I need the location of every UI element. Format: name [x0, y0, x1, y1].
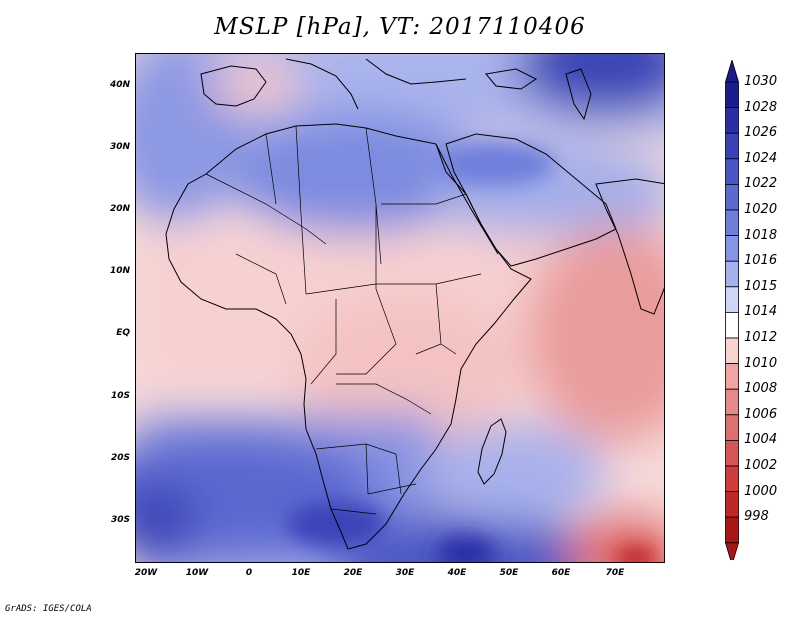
- lon-label-10e: 10E: [291, 568, 311, 578]
- colorbar: [724, 60, 740, 560]
- colorbar-swatch: [725, 184, 739, 211]
- colorbar-label: 1008: [744, 381, 778, 397]
- grads-credit: GrADS: IGES/COLA: [5, 604, 92, 614]
- pressure-map: [135, 53, 665, 563]
- colorbar-swatch: [725, 337, 739, 365]
- colorbar-swatch: [725, 439, 739, 467]
- colorbar-swatch: [725, 132, 739, 160]
- lon-label-60e: 60E: [551, 568, 571, 578]
- colorbar-label: 1006: [744, 406, 778, 422]
- colorbar-label: 1030: [744, 74, 778, 89]
- lon-label-10w: 10W: [185, 568, 209, 578]
- colorbar-swatch: [725, 158, 739, 185]
- colorbar-label: 1020: [744, 202, 778, 217]
- colorbar-swatch: [725, 286, 739, 313]
- lat-label-10n: 10N: [109, 266, 130, 276]
- colorbar-swatch: [725, 516, 739, 544]
- colorbar-label: 1014: [744, 304, 778, 320]
- colorbar-label: 1022: [744, 176, 778, 192]
- colorbar-swatch: [725, 81, 739, 109]
- lon-label-50e: 50E: [499, 568, 519, 578]
- colorbar-bottom-arrow: [724, 542, 740, 560]
- lat-label-10s: 10S: [110, 391, 130, 401]
- colorbar-label: 1015: [744, 278, 778, 294]
- colorbar-label: 1010: [744, 355, 778, 371]
- lon-label-30e: 30E: [395, 568, 415, 578]
- country-borders: [205, 125, 482, 515]
- colorbar-label: 1028: [744, 99, 778, 115]
- colorbar-label: 1018: [744, 227, 778, 243]
- colorbar-swatch: [725, 260, 739, 288]
- colorbar-swatch: [725, 388, 739, 416]
- coastlines: [165, 58, 664, 550]
- colorbar-label: 1024: [744, 150, 778, 166]
- colorbar-swatch: [725, 209, 739, 237]
- lat-label-eq: EQ: [116, 328, 130, 338]
- lon-label-70e: 70E: [605, 568, 625, 578]
- pressure-field: [136, 54, 664, 562]
- colorbar-swatch: [725, 107, 739, 134]
- colorbar-swatch: [725, 235, 739, 262]
- colorbar-swatch: [725, 465, 739, 493]
- colorbar-label: 1004: [744, 432, 778, 448]
- lat-label-30n: 30N: [109, 142, 130, 152]
- lat-label-30s: 30S: [110, 515, 130, 525]
- colorbar-label: 998: [744, 509, 769, 525]
- lat-label-40n: 40N: [109, 80, 130, 90]
- pressure-detail: [286, 142, 658, 562]
- colorbar-label: 1000: [744, 483, 778, 499]
- lat-label-20s: 20S: [110, 453, 130, 463]
- colorbar-top-arrow: [724, 60, 740, 83]
- colorbar-swatch: [725, 311, 739, 339]
- lat-label-20n: 20N: [109, 204, 130, 214]
- colorbar-swatch: [725, 491, 739, 518]
- colorbar-label: 1002: [744, 458, 778, 473]
- lon-label-0: 0: [245, 568, 253, 578]
- lon-label-40e: 40E: [447, 568, 467, 578]
- colorbar-swatch: [725, 414, 739, 441]
- lon-label-20w: 20W: [134, 568, 158, 578]
- colorbar-label: 1026: [744, 125, 778, 141]
- colorbar-label: 1016: [744, 253, 778, 269]
- map-title: MSLP [hPa], VT: 2017110406: [214, 14, 586, 40]
- lon-label-20e: 20E: [343, 568, 363, 578]
- colorbar-swatch: [725, 363, 739, 390]
- colorbar-label: 1012: [744, 330, 778, 345]
